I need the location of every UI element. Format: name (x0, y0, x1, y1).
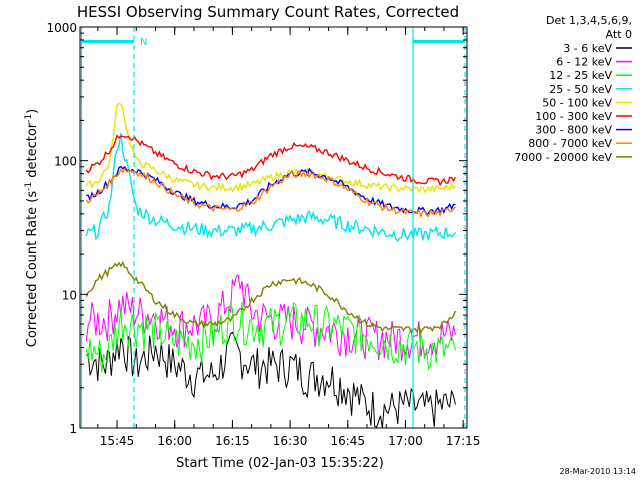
legend-header-line2: Att 0 (606, 28, 632, 41)
legend-item-label: 3 - 6 keV (563, 42, 612, 55)
y-axis-label-part1: Corrected Count Rate (s (25, 191, 40, 348)
x-tick-label: 15:45 (100, 434, 135, 448)
x-tick-label: 16:30 (273, 434, 308, 448)
y-axis-label-sup1: -1 (24, 182, 34, 191)
y-tick-label: 1 (69, 422, 77, 436)
x-tick-label: 17:15 (446, 434, 481, 448)
series-line-7000-20000-kev (85, 260, 457, 334)
series-line-6-12-kev (85, 274, 456, 362)
y-axis-label: Corrected Count Rate (s-1 detector-1) (24, 109, 40, 347)
marker-layer: N (80, 27, 466, 428)
chart-title: HESSI Observing Summary Count Rates, Cor… (77, 3, 459, 21)
series-line-25-50-kev (85, 132, 457, 242)
plot-area (79, 26, 468, 429)
y-axis-label-part2: detector (25, 122, 40, 182)
legend-item-label: 12 - 25 keV (549, 69, 612, 82)
legend-item-label: 50 - 100 keV (542, 96, 612, 109)
series-line-12-25-kev (85, 301, 456, 373)
legend-item-label: 25 - 50 keV (549, 83, 612, 96)
legend-item-label: 100 - 300 keV (535, 110, 612, 123)
series-line-100-300-kev (85, 134, 457, 187)
night-bar-2 (413, 40, 465, 43)
x-tick-label: 17:00 (388, 434, 423, 448)
y-axis-label-part3: ) (25, 109, 40, 114)
x-tick-label: 16:15 (215, 434, 250, 448)
legend-item-label: 800 - 7000 keV (528, 137, 612, 150)
legend-item-label: 6 - 12 keV (556, 56, 612, 69)
y-tick-label: 100 (54, 155, 77, 169)
x-axis-label: Start Time (02-Jan-03 15:35:22) (176, 456, 384, 471)
legend-item-label: 300 - 800 keV (535, 124, 612, 137)
series-line-3-6-kev (85, 331, 456, 429)
y-tick-label: 1000 (46, 21, 77, 35)
night-bar-1 (81, 40, 134, 43)
legend-item-label: 7000 - 20000 keV (514, 151, 612, 164)
x-tick-label: 16:00 (157, 434, 192, 448)
series-line-50-100-kev (85, 102, 457, 194)
y-tick-label: 10 (62, 288, 77, 302)
y-axis-label-sup2: -1 (24, 114, 34, 123)
legend-header-line1: Det 1,3,4,5,6,9, (546, 14, 632, 27)
marker-label: N (140, 37, 147, 48)
x-tick-label: 16:45 (330, 434, 365, 448)
timestamp: 28-Mar-2010 13:14 (560, 467, 637, 476)
axis-layer: 15:45 16:00 16:15 16:30 16:45 17:00 17:15 1 10 10… (46, 21, 480, 448)
series-layer (85, 102, 457, 429)
series-line-800-7000-kev (85, 167, 456, 219)
